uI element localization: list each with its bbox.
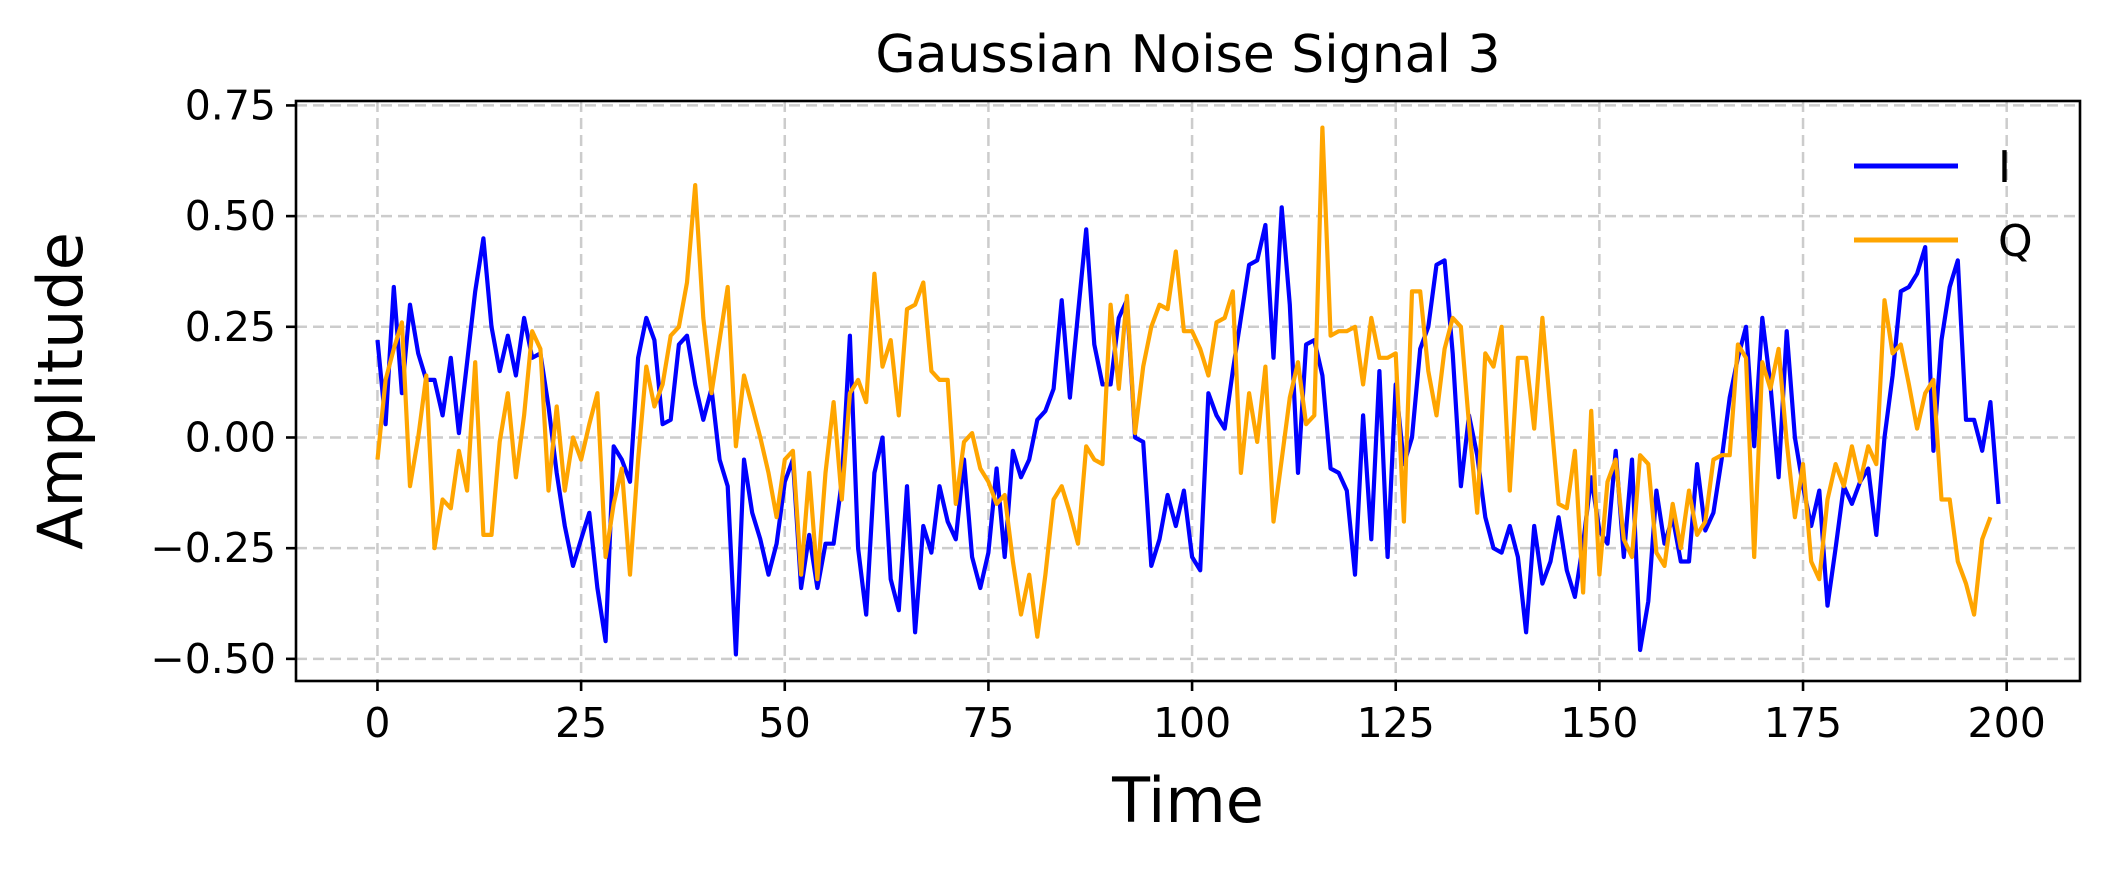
y-axis-label: Amplitude (24, 232, 97, 550)
chart-title: Gaussian Noise Signal 3 (875, 25, 1500, 85)
y-tick-label: 0.25 (185, 303, 276, 351)
y-tick-label: 0.75 (185, 81, 276, 129)
series-lines (375, 125, 2001, 657)
legend-label-Q: Q (1998, 216, 2033, 267)
x-axis-ticks: 0 25 50 75 100 125 150 175 200 (364, 681, 2046, 747)
plot-frame (294, 99, 2082, 683)
grid-lines (296, 101, 2080, 681)
y-tick-label: 0.50 (185, 192, 276, 240)
series-line-Q (375, 125, 1993, 639)
x-tick-label: 50 (759, 699, 811, 747)
y-tick-label: 0.00 (185, 413, 276, 461)
y-axis-ticks: −0.50 −0.25 0.00 0.25 0.50 0.75 (150, 81, 296, 683)
x-tick-label: 75 (962, 699, 1014, 747)
y-tick-label: −0.25 (150, 524, 276, 572)
series-line-I (375, 205, 2001, 657)
x-tick-label: 100 (1153, 699, 1231, 747)
x-tick-label: 0 (364, 699, 390, 747)
y-tick-label: −0.50 (150, 635, 276, 683)
x-tick-label: 200 (1968, 699, 2046, 747)
x-tick-label: 150 (1560, 699, 1638, 747)
x-axis-label: Time (1111, 764, 1264, 837)
x-tick-label: 125 (1357, 699, 1435, 747)
legend-label-I: I (1998, 142, 2011, 193)
legend: IQ (1854, 142, 2033, 267)
x-tick-label: 25 (555, 699, 607, 747)
x-tick-label: 175 (1764, 699, 1842, 747)
